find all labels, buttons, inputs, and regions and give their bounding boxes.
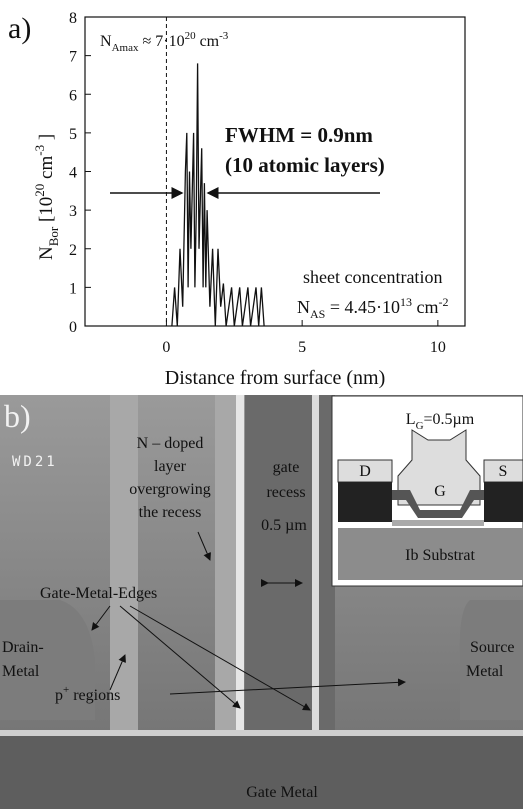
source-metal (459, 600, 523, 720)
doped-label: the recess (139, 504, 202, 521)
x-tick-label: 0 (162, 339, 170, 356)
contact (338, 482, 392, 522)
panel-a: a) NAmax ≈ 7·1020 cm-3 NBor [1020 cm-3 ]… (8, 10, 466, 389)
substrate (338, 528, 523, 580)
y-tick-label: 2 (69, 242, 77, 259)
edges-label: Gate-Metal-Edges (40, 585, 157, 602)
arrow (197, 531, 211, 561)
drain-metal (0, 600, 95, 720)
recess-label: gate (273, 459, 300, 476)
fwhm: FWHM = 0.9nm (225, 123, 373, 147)
gate-edge (312, 395, 319, 735)
peak-note: NAmax ≈ 7·1020 cm-3 (100, 30, 229, 54)
lg-label: LG=0.5µm (406, 411, 475, 432)
panel-label: b) (4, 398, 31, 434)
gate-recess (245, 395, 335, 740)
y-tick-label: 4 (69, 165, 77, 182)
gate-shape (397, 429, 481, 506)
y-tick-label: 6 (69, 87, 77, 104)
doped-label: overgrowing (129, 481, 210, 498)
drain-label: Metal (2, 663, 40, 680)
channel (392, 490, 484, 518)
y-tick-label: 8 (69, 10, 77, 27)
gate-metal-label: Gate Metal (246, 784, 318, 801)
source-label: Source (470, 639, 514, 656)
gate-metal-edge (0, 730, 523, 736)
layer (392, 520, 484, 526)
sheet-label: sheet concentration (303, 267, 442, 287)
x-tick-label: 5 (298, 339, 306, 356)
arrow (129, 605, 311, 711)
y-axis-label: NBor [1020 cm-3 ] (32, 134, 61, 260)
arrow (91, 605, 111, 631)
doped-label: layer (154, 458, 187, 475)
y-tick-label: 0 (69, 319, 77, 336)
fwhm-note: (10 atomic layers) (225, 153, 385, 177)
profile-line (171, 63, 265, 327)
wd-label: WD21 (12, 454, 58, 470)
x-axis-label: Distance from surface (nm) (165, 367, 385, 389)
gate-edge (236, 395, 244, 735)
recess-label: recess (266, 484, 305, 501)
y-tick-label: 7 (69, 49, 77, 66)
arrow (169, 678, 406, 695)
gate-metal (0, 735, 523, 809)
sheet-value: NAS = 4.45·1013 cm-2 (297, 295, 449, 321)
y-tick-label: 1 (69, 280, 77, 297)
panel-b: b) WD21 N – doped layer overgrowing the … (0, 395, 523, 809)
drain-label: Drain- (2, 639, 44, 656)
doped-label: N – doped (137, 435, 204, 452)
inset-d: D (359, 463, 371, 480)
inset-s: S (499, 463, 508, 480)
contact (484, 482, 523, 522)
x-tick-label: 10 (430, 339, 446, 356)
edge (110, 395, 138, 735)
inset-substrate: Ib Substrat (405, 547, 475, 564)
recess-label: 0.5 µm (261, 517, 307, 534)
p-regions-label: p+ regions (55, 684, 120, 704)
inset-g: G (434, 483, 446, 500)
inset: LG=0.5µm D S G Ib Substrat (331, 395, 523, 587)
arrow (109, 654, 126, 691)
panel-label: a) (8, 12, 31, 45)
y-tick-label: 5 (69, 126, 77, 143)
source-label: Metal (466, 663, 504, 680)
y-tick-label: 3 (69, 203, 77, 220)
